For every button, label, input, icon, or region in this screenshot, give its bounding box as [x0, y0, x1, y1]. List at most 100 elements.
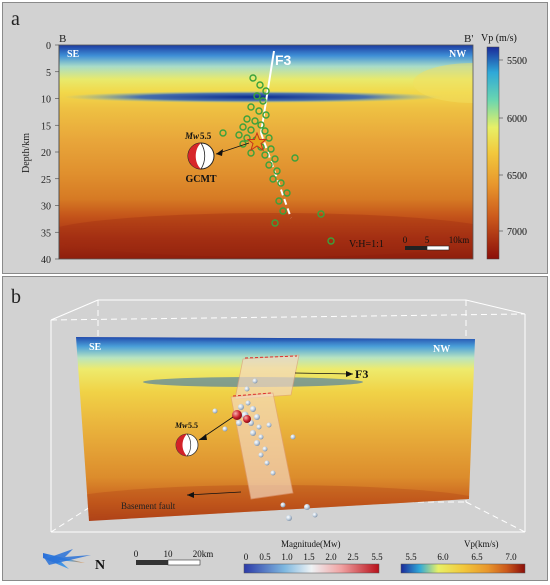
depth-tick-20: 20	[41, 148, 51, 159]
aftershock-event	[261, 127, 269, 135]
magnitude-colorbar: Magnitude(Mw) 0 0.5 1.0 1.5 2.0 2.5 5.5	[243, 539, 383, 574]
scalebar-b-tick-0: 0	[134, 549, 139, 559]
scalebar-a-tick-0: 0	[403, 235, 408, 245]
aftershock-event	[239, 123, 247, 131]
magnitude-tick-5-5: 5.5	[371, 552, 383, 562]
mainshock-star	[246, 131, 268, 152]
depth-tick-25: 25	[41, 175, 51, 186]
seismic-event-sphere	[243, 415, 251, 423]
aftershock-event	[243, 115, 251, 123]
fault-plane-f3	[234, 354, 300, 400]
magnitude-tick-2-0: 2.0	[325, 552, 337, 562]
seismic-event-sphere	[290, 434, 296, 440]
profile-end-label: B'	[464, 33, 473, 45]
vp-colorbar-b-title: Vp(km/s)	[464, 539, 499, 549]
magnitude-tick-1-0: 1.0	[281, 552, 293, 562]
panel-a-letter: a	[11, 8, 20, 30]
direction-se-label: SE	[67, 49, 80, 60]
aftershock-event	[262, 111, 270, 119]
seismic-event-sphere	[304, 504, 310, 510]
vp-colorbar-a-title: Vp (m/s)	[481, 33, 517, 44]
scalebar-a-tick-10: 10km	[449, 235, 470, 245]
mainshock-mag-prefix-b: Mw	[174, 421, 188, 430]
vp-colorbar-a-tick-7000: 7000	[507, 227, 527, 238]
aftershock-event	[256, 81, 264, 89]
seismic-event-sphere	[236, 420, 242, 426]
aftershock-event	[235, 131, 243, 139]
seismic-event-sphere	[258, 452, 264, 458]
depth-axis-label: Depth/km	[21, 133, 32, 173]
aftershock-event	[257, 121, 265, 129]
aftershock-event	[249, 74, 257, 82]
seismic-event-sphere	[264, 460, 270, 466]
depth-tick-0: 0	[46, 41, 51, 52]
seismic-event-sphere	[258, 434, 264, 440]
seismic-event-sphere	[250, 430, 256, 436]
basement-fault-label: Basement fault	[121, 501, 176, 511]
magnitude-tick-2-5: 2.5	[347, 552, 359, 562]
panel-b: b SE NW F3 Baseme	[2, 276, 548, 581]
fault-f3-leader-line	[294, 372, 354, 375]
aftershock-event	[265, 161, 273, 169]
aftershock-event	[267, 145, 275, 153]
magnitude-tick-0-5: 0.5	[259, 552, 271, 562]
aftershock-event	[271, 219, 279, 227]
basement-fault-leader-line	[186, 491, 242, 496]
vp-colorbar-a-tick-6000: 6000	[507, 114, 527, 125]
direction-nw-label-b: NW	[433, 344, 450, 355]
seismic-event-sphere	[262, 446, 268, 452]
magnitude-tick-1-5: 1.5	[303, 552, 315, 562]
vp-b-tick-6-5: 6.5	[471, 552, 483, 562]
mainshock-mag-value: 5.5	[200, 131, 212, 141]
aftershock-event	[283, 189, 291, 197]
depth-tick-15: 15	[41, 121, 51, 132]
aftershock-event	[253, 92, 261, 100]
seismic-event-sphere	[254, 414, 260, 420]
scalebar-b: 0 10 20km	[134, 549, 213, 566]
seismic-event-sphere	[212, 408, 218, 414]
aftershock-event	[247, 103, 255, 111]
seismic-event-sphere	[266, 422, 272, 428]
seismic-event-sphere	[252, 378, 258, 384]
aftershock-event	[243, 134, 251, 142]
aftershock-event	[261, 151, 269, 159]
scalebar-a: 0 5 10km	[403, 235, 470, 251]
depth-tick-30: 30	[41, 202, 51, 213]
north-label: N	[95, 558, 105, 573]
seismic-event-sphere	[250, 406, 256, 412]
north-arrow	[43, 549, 91, 569]
focal-mechanism-beachball	[187, 142, 215, 170]
vp-colorbar-a: Vp (m/s) 5500 6000 6500 7000	[481, 33, 527, 260]
depth-tick-10: 10	[41, 95, 51, 106]
depth-axis: 0 5 10 15 20 25 30 35 40	[41, 41, 60, 266]
vp-b-tick-7-0: 7.0	[505, 552, 517, 562]
vp-colorbar-a-tick-5500: 5500	[507, 56, 527, 67]
aftershock-event	[275, 197, 283, 205]
seismic-event-sphere	[280, 502, 286, 508]
aftershock-event	[255, 107, 263, 115]
seismic-event-sphere	[232, 410, 242, 420]
seismic-event-sphere	[286, 515, 292, 521]
aftershock-event	[279, 207, 287, 215]
direction-nw-label: NW	[449, 49, 466, 60]
profile-start-label: B	[59, 33, 66, 45]
depth-tick-35: 35	[41, 228, 51, 239]
direction-se-label-b: SE	[89, 342, 102, 353]
seismic-event-sphere	[238, 404, 244, 410]
magnitude-tick-0: 0	[244, 552, 249, 562]
panel-b-letter: b	[11, 286, 21, 308]
aftershock-event	[265, 134, 273, 142]
seismicity-spheres	[212, 378, 318, 521]
vp-b-tick-6-0: 6.0	[437, 552, 449, 562]
scalebar-a-tick-5: 5	[425, 235, 430, 245]
fault-f3	[260, 50, 292, 219]
vp-colorbar-a-tick-6500: 6500	[507, 171, 527, 182]
seismic-event-sphere	[244, 386, 250, 392]
seismic-event-sphere	[254, 440, 260, 446]
fault-f3-label-b: F3	[355, 367, 368, 381]
mainshock-beachball-b	[175, 433, 199, 457]
seismic-event-sphere	[245, 400, 251, 406]
aftershock-event	[271, 155, 279, 163]
seismic-event-sphere	[270, 470, 276, 476]
vp-b-tick-5-5: 5.5	[405, 552, 417, 562]
